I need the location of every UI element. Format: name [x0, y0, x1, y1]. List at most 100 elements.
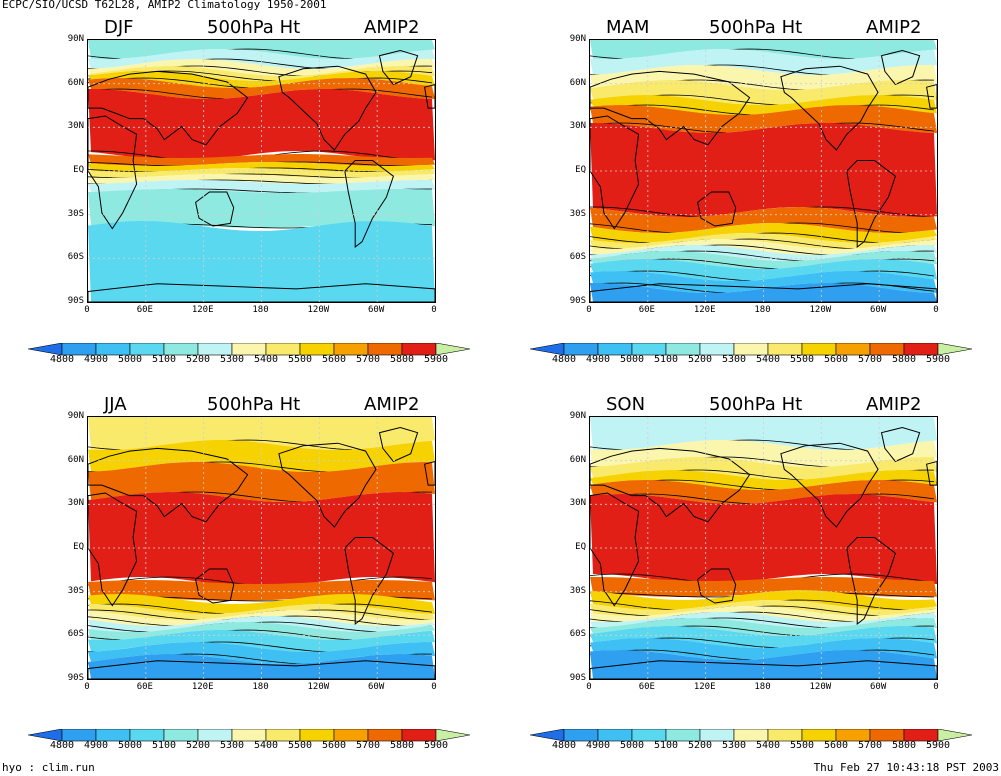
map-panel-jja — [87, 416, 436, 680]
lat-tick-label: 90S — [67, 296, 84, 306]
colorbar-label: 5400 — [755, 354, 781, 365]
coastline — [278, 65, 377, 151]
lat-tick-label: 90N — [67, 411, 84, 421]
colorbar-label: 5300 — [219, 354, 245, 365]
colorbar-label: 5000 — [117, 354, 143, 365]
lon-tick-label: 120E — [693, 682, 716, 692]
lon-tick-label: 0 — [586, 682, 592, 692]
colorbar-label: 5200 — [687, 740, 713, 751]
colorbar-max-triangle — [937, 342, 973, 356]
colorbar-label: 5500 — [287, 740, 313, 751]
contour-map — [88, 40, 435, 302]
coastline — [195, 568, 235, 604]
lat-tick-label: 60N — [67, 77, 84, 88]
lon-tick-label: 120E — [693, 305, 716, 315]
contour-band — [88, 49, 435, 69]
panel-season-title: DJF — [104, 17, 134, 38]
panel-field-title: 500hPa Ht — [207, 394, 301, 415]
panel-model-title: AMIP2 — [866, 17, 922, 38]
footer-script-name: hyo : clim.run — [2, 761, 95, 774]
contour-band — [590, 600, 937, 616]
lon-tick-label: 120W — [307, 305, 330, 315]
lat-tick-label: EQ — [73, 542, 84, 552]
colorbar: 4800 4900 5000 5100 5200 5300 5400 5500 5600 5700… — [529, 342, 973, 366]
lon-tick-label: 120W — [809, 682, 832, 692]
coastline — [344, 160, 394, 249]
panel-model-title: AMIP2 — [866, 394, 922, 415]
lon-tick-label: 0 — [586, 305, 592, 315]
colorbar-label: 4900 — [585, 740, 611, 751]
lon-tick-label: 0 — [84, 682, 90, 692]
lat-tick-label: 90S — [569, 296, 586, 306]
lon-tick-label: 60E — [638, 305, 655, 315]
coastline — [278, 442, 377, 528]
coastline — [880, 49, 921, 86]
colorbar-max-triangle — [435, 342, 471, 356]
lon-tick-label: 60W — [368, 682, 385, 692]
colorbar-label: 4900 — [83, 354, 109, 365]
lon-tick-label: 180 — [754, 682, 771, 692]
coastline — [880, 426, 921, 463]
colorbar-label: 5500 — [287, 354, 313, 365]
coastline — [424, 83, 435, 109]
lon-tick-label: 120W — [809, 305, 832, 315]
colorbar-label: 5200 — [687, 354, 713, 365]
coastline — [926, 460, 937, 486]
colorbar-label: 5900 — [925, 740, 951, 751]
lat-tick-label: 30S — [569, 208, 586, 219]
colorbar-label: 5700 — [355, 354, 381, 365]
lat-tick-label: 90S — [67, 673, 84, 683]
lat-tick-label: 30S — [67, 585, 84, 596]
colorbar: 4800 4900 5000 5100 5200 5300 5400 5500 5600 5700… — [529, 728, 973, 752]
lon-tick-label: 180 — [754, 305, 771, 315]
colorbar-label: 5600 — [321, 740, 347, 751]
lon-tick-label: 60W — [870, 305, 887, 315]
colorbar-swatches — [27, 342, 471, 356]
contour-band — [88, 168, 435, 178]
coastline — [590, 115, 640, 230]
coastline — [780, 442, 879, 528]
colorbar-label: 5400 — [755, 740, 781, 751]
coastline — [378, 426, 419, 463]
coastline — [88, 115, 138, 230]
coastline — [590, 660, 937, 679]
contour-band — [590, 251, 937, 269]
lat-tick-label: 30N — [67, 121, 84, 132]
colorbar-label: 4800 — [49, 740, 75, 751]
colorbar-label: 5000 — [619, 740, 645, 751]
figure-header: ECPC/SIO/UCSD T62L28, AMIP2 Climatology … — [2, 0, 327, 11]
coastline — [424, 460, 435, 486]
coastline — [88, 492, 138, 607]
contour-band — [88, 59, 435, 76]
panel-season-title: SON — [606, 394, 646, 415]
contour-band — [88, 66, 435, 81]
colorbar-label: 5200 — [185, 740, 211, 751]
lat-tick-label: 60S — [569, 629, 586, 640]
lon-tick-label: 120E — [191, 682, 214, 692]
contour-band — [88, 440, 435, 472]
colorbar-label: 4800 — [551, 354, 577, 365]
coastline — [697, 191, 737, 227]
lat-tick-label: 30N — [569, 121, 586, 132]
contour-band — [590, 470, 937, 490]
coastline — [590, 70, 751, 146]
contour-map — [590, 417, 937, 679]
coastline — [846, 537, 896, 626]
coastline — [590, 492, 640, 607]
panel-field-title: 500hPa Ht — [709, 17, 803, 38]
lon-tick-label: 180 — [252, 682, 269, 692]
contour-band — [590, 80, 937, 105]
contour-band — [590, 283, 937, 302]
lat-tick-label: 60N — [569, 77, 586, 88]
coastline — [590, 447, 751, 523]
colorbar-label: 5300 — [721, 740, 747, 751]
colorbar-label: 4800 — [551, 740, 577, 751]
coastline — [926, 83, 937, 109]
lon-tick-label: 60E — [638, 682, 655, 692]
lat-tick-label: 30S — [569, 585, 586, 596]
colorbar-label: 5700 — [355, 740, 381, 751]
coastline — [88, 283, 435, 302]
colorbar-label: 5900 — [423, 740, 449, 751]
lat-tick-label: 30S — [67, 208, 84, 219]
colorbar-label: 5900 — [925, 354, 951, 365]
